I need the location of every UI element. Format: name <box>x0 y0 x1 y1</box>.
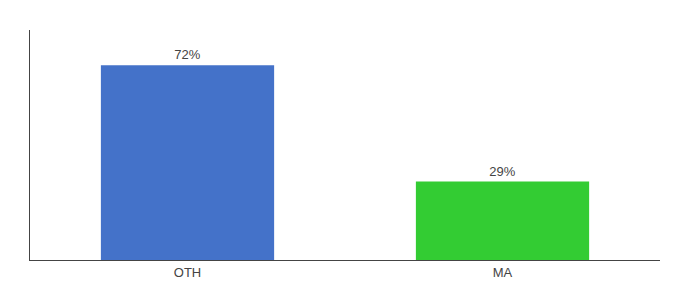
svg-text:OTH: OTH <box>174 265 201 280</box>
svg-text:29%: 29% <box>489 164 515 179</box>
svg-text:MA: MA <box>493 265 513 280</box>
svg-text:72%: 72% <box>174 47 200 62</box>
